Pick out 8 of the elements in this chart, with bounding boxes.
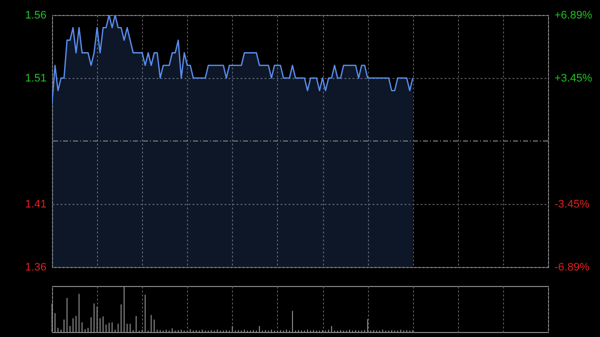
y-tick-label: 1.41 — [25, 198, 46, 210]
y-tick-label: 1.51 — [25, 72, 46, 84]
y2-tick-label: +3.45% — [554, 72, 592, 84]
y2-tick-label: -6.89% — [554, 262, 590, 274]
y2-tick-label: -3.45% — [554, 198, 590, 211]
y2-tick-label: +6.89% — [554, 10, 592, 22]
y-tick-label: 1.56 — [25, 10, 46, 22]
y-tick-label: 1.36 — [25, 262, 46, 274]
